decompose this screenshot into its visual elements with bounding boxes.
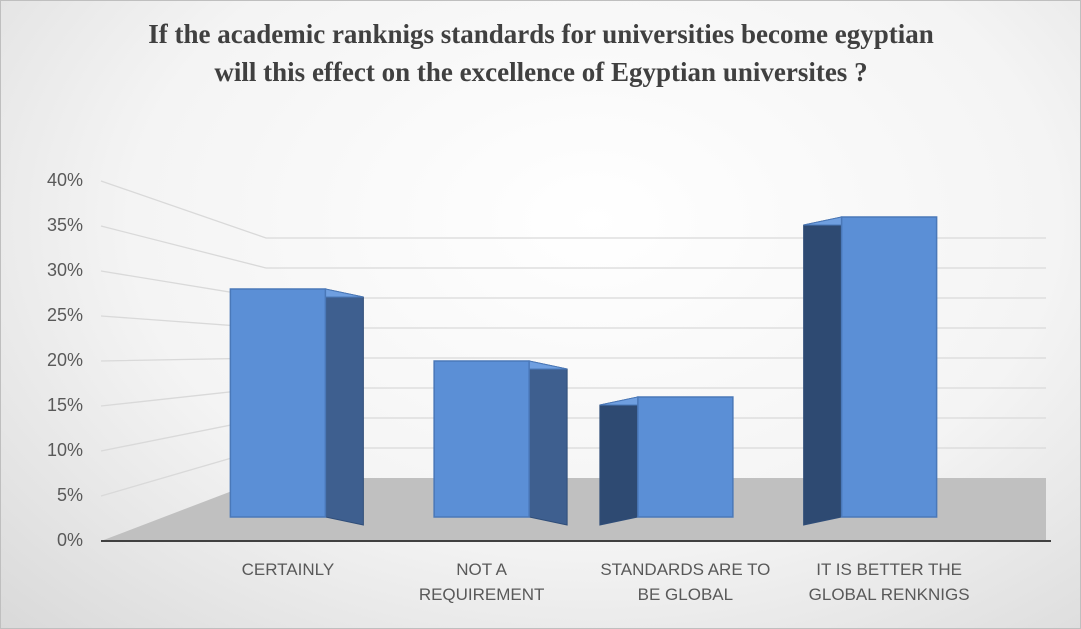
y-tick-label: 20% xyxy=(47,350,83,370)
grid-line xyxy=(100,180,1046,239)
bar xyxy=(433,360,530,518)
chart-title: If the academic ranknigs standards for u… xyxy=(148,19,934,87)
x-tick-label: NOT A REQUIREMENT xyxy=(418,560,545,604)
y-tick-label: 30% xyxy=(47,260,83,280)
grid-line xyxy=(100,225,1046,269)
y-tick-label: 15% xyxy=(47,395,83,415)
y-tick-label: 10% xyxy=(47,440,83,460)
x-tick-label: CERTAINLY xyxy=(241,560,335,579)
y-tick-label: 40% xyxy=(47,170,83,190)
bar-side xyxy=(528,360,568,526)
bar xyxy=(637,396,734,518)
bar-side xyxy=(324,288,364,526)
bar-side xyxy=(803,216,843,526)
x-tick-label: IT IS BETTER THE GLOBAL RENKNIGS xyxy=(808,560,970,604)
bar xyxy=(229,288,327,518)
x-tick-label: STANDARDS ARE TO BE GLOBAL xyxy=(600,560,771,604)
bar-side xyxy=(599,396,639,526)
y-tick-label: 0% xyxy=(57,530,83,550)
y-tick-label: 25% xyxy=(47,305,83,325)
bar xyxy=(840,216,938,518)
y-tick-label: 35% xyxy=(47,215,83,235)
y-tick-label: 5% xyxy=(57,485,83,505)
